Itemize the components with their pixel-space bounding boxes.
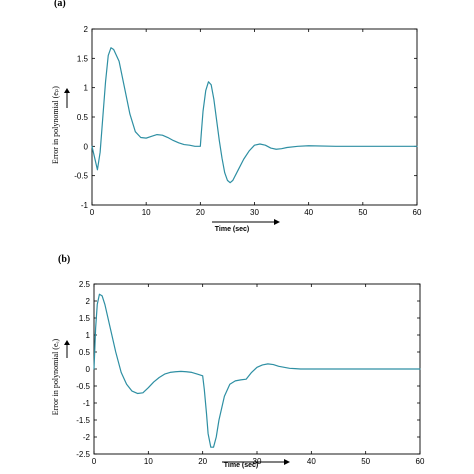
y-tick-label: 2 <box>86 297 91 306</box>
x-tick-label: 30 <box>250 208 259 217</box>
x-arrowhead <box>274 219 280 225</box>
chart-panel-a: (a) 0 10 20 30 40 50 60 -1 -0.5 0 0.5 1 1.5 2 Error … <box>51 0 422 233</box>
x-axis-arrow-a <box>212 219 280 225</box>
y-tick-label: -2 <box>83 433 91 442</box>
x-axis-arrow-b <box>222 459 290 465</box>
x-tick-label: 60 <box>416 457 425 466</box>
x-axis-label-a: Time (sec) <box>215 226 250 233</box>
y-tick-label: 1 <box>86 331 91 340</box>
y-tick-label: -1 <box>83 399 91 408</box>
y-tick-label: -0.5 <box>74 172 88 181</box>
x-tick-label: 10 <box>144 457 153 466</box>
x-axis-label-b: Time (sec) <box>224 462 259 469</box>
x-tick-label: 60 <box>413 208 422 217</box>
x-tick-label: 0 <box>90 208 95 217</box>
y-tick-label: -1 <box>81 201 89 210</box>
x-tick-label: 10 <box>142 208 151 217</box>
y-tick-label: 2 <box>84 25 89 34</box>
y-axis-arrow-b <box>64 340 70 358</box>
y-tick-label: 0 <box>86 365 91 374</box>
y-axis-label-a: Error in polynomial (eₚ) <box>51 86 60 164</box>
y-tick-label: 0.5 <box>79 348 91 357</box>
y-axis-label-b: Error in polynomial (eₑ) <box>51 338 60 415</box>
y-ticks-b: -2.5 -2 -1.5 -1 -0.5 0 0.5 1 1.5 2 2.5 <box>76 280 420 459</box>
y-arrowhead <box>64 88 70 93</box>
x-tick-label: 50 <box>358 208 367 217</box>
y-tick-label: 1 <box>84 84 89 93</box>
x-tick-label: 20 <box>198 457 207 466</box>
series-line-a <box>91 47 418 184</box>
x-ticks-b: 0 10 20 30 40 50 60 <box>92 284 425 466</box>
y-arrowhead <box>64 340 70 345</box>
y-tick-label: 1.5 <box>79 314 91 323</box>
x-arrowhead <box>284 459 290 465</box>
series-line-b <box>93 293 421 448</box>
panel-label-b: (b) <box>58 254 70 265</box>
y-ticks-a: -1 -0.5 0 0.5 1 1.5 2 <box>74 25 417 210</box>
y-tick-label: -2.5 <box>76 450 90 459</box>
y-tick-label: -1.5 <box>76 416 90 425</box>
x-tick-label: 20 <box>196 208 205 217</box>
chart-panel-b: (b) 0 10 20 30 40 50 60 -2.5-2-1.5-1-0.500.511… <box>51 254 425 469</box>
y-axis-arrow-a <box>64 88 70 108</box>
panel-label-a: (a) <box>54 0 66 9</box>
y-tick-label: 0.5 <box>77 113 89 122</box>
x-tick-label: 50 <box>361 457 370 466</box>
x-tick-label: 40 <box>307 457 316 466</box>
x-ticks-a: 0 10 20 30 40 50 60 <box>90 29 422 217</box>
y-tick-label: 1.5 <box>77 54 89 63</box>
x-tick-label: 0 <box>92 457 97 466</box>
y-tick-label: 2.5 <box>79 280 91 289</box>
axes-frame-a <box>91 28 418 206</box>
y-tick-label: -0.5 <box>76 382 90 391</box>
x-tick-label: 40 <box>304 208 313 217</box>
y-tick-label: 0 <box>84 142 89 151</box>
